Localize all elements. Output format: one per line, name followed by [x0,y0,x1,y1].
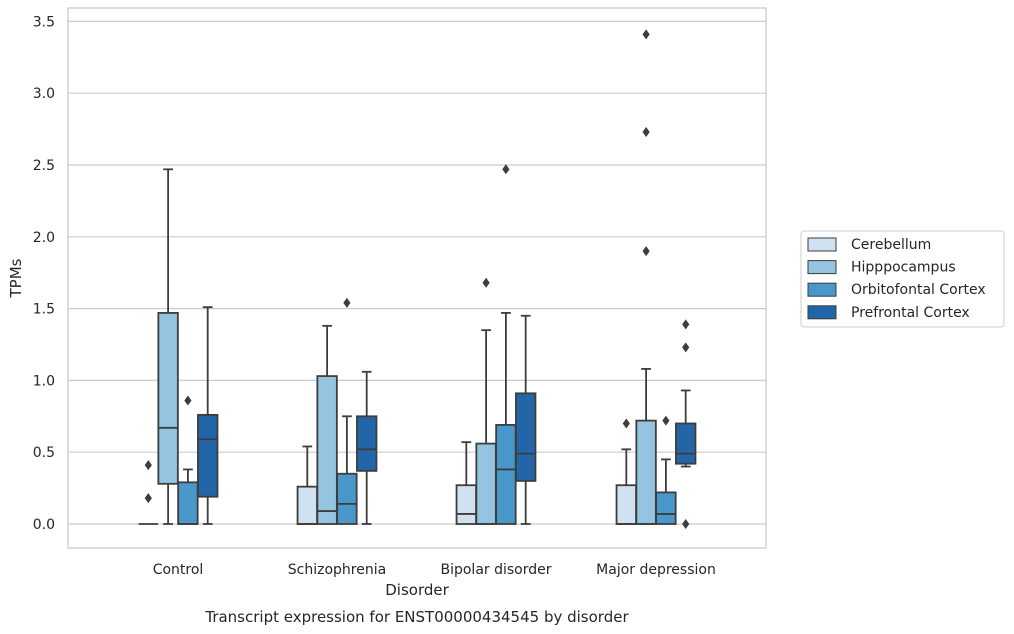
outlier-point [642,126,650,137]
box-cerebellum-1 [296,445,318,525]
chart-caption: Transcript expression for ENST0000043454… [204,608,629,626]
box-hipppocampus-1 [316,324,338,525]
y-tick-label: 1.5 [33,302,55,318]
x-axis-ticks: Control Schizophrenia Bipolar disorder Majo… [153,562,716,578]
legend-swatch [807,260,837,275]
box-orbitofontal-cortex-0 [177,395,199,525]
box-body [615,484,637,525]
legend-swatch [807,282,837,297]
outlier-point [343,297,351,308]
box-cerebellum-3 [615,418,637,525]
box-hipppocampus-2 [475,277,497,525]
box-body [296,485,318,525]
y-tick-label: 0.5 [33,445,55,461]
y-axis-title: TPMs [7,258,25,298]
box-orbitofontal-cortex-1 [336,297,358,525]
outlier-point [144,493,152,504]
box-body [316,375,338,525]
box-body [197,413,219,498]
box-prefrontal-cortex-2 [515,314,537,525]
box-prefrontal-cortex-3 [675,319,697,529]
y-tick-label: 1.0 [33,373,55,389]
box-body [635,419,657,525]
plot-frame [67,7,767,549]
box-body [157,312,179,485]
box-body [655,491,677,525]
box-body [177,481,199,525]
box-body [495,424,517,525]
outlier-point [662,415,670,426]
box-body [336,472,358,525]
box-orbitofontal-cortex-2 [495,164,517,525]
legend-label: Orbitofontal Cortex [851,282,986,298]
y-axis-ticks: 0.0 0.5 1.0 1.5 2.0 2.5 3.0 3.5 [33,14,55,533]
outlier-point [682,519,690,529]
box-prefrontal-cortex-0 [197,306,219,525]
legend-label: Hipppocampus [851,260,956,276]
x-tick-label: Bipolar disorder [440,562,551,578]
y-tick-label: 2.5 [33,158,55,174]
legend-label: Prefrontal Cortex [851,305,970,321]
box-plots [138,29,697,529]
y-tick-label: 2.0 [33,230,55,246]
box-prefrontal-cortex-1 [356,370,378,525]
box-hipppocampus-0 [157,168,179,525]
box-orbitofontal-cortex-3 [655,415,677,525]
legend-swatch [807,237,837,252]
y-tick-label: 0.0 [33,517,55,533]
x-tick-label: Schizophrenia [288,562,386,578]
outlier-point [642,29,650,40]
box-body [515,392,537,482]
x-tick-label: Control [153,562,204,578]
box-body [475,442,497,525]
box-body [675,422,697,465]
box-hipppocampus-3 [635,29,657,525]
outlier-point [184,395,192,406]
outlier-point [144,460,152,471]
legend-frame [800,230,1005,328]
y-tick-label: 3.5 [33,14,55,30]
outlier-point [642,246,650,257]
legend-swatch [807,305,837,320]
outlier-point [622,418,630,429]
box-body [356,415,378,472]
box-body [455,484,477,525]
y-tick-label: 3.0 [33,86,55,102]
outlier-point [482,277,490,288]
outlier-point [682,342,690,353]
grid-lines [68,20,766,525]
box-cerebellum-2 [455,441,477,525]
outlier-point [682,319,690,330]
x-tick-label: Major depression [596,562,716,578]
x-axis-title: Disorder [385,581,449,599]
outlier-point [502,164,510,175]
legend-label: Cerebellum [851,237,931,253]
legend: Cerebellum Hipppocampus Orbitofontal Corte… [800,230,1005,328]
box-cerebellum-0 [138,460,159,525]
